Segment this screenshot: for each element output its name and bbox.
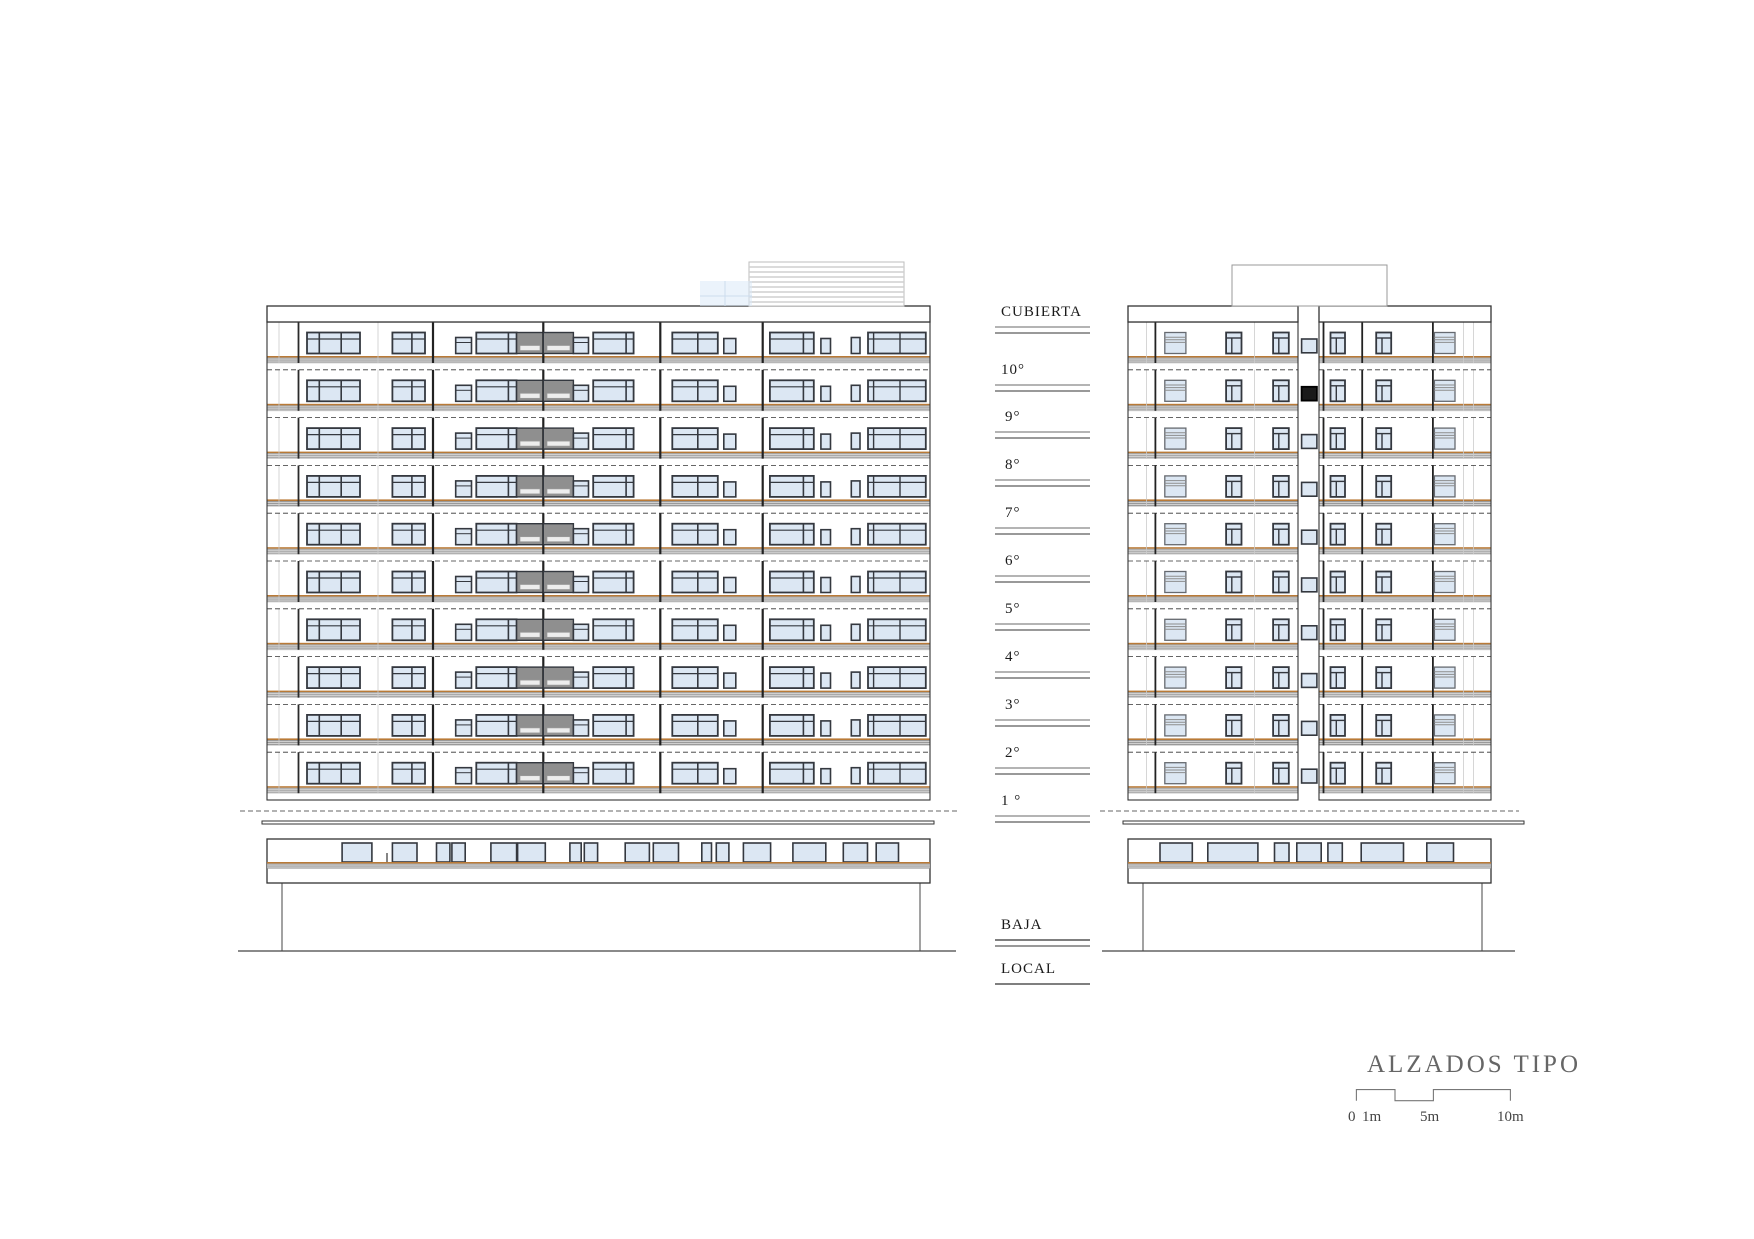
svg-text:LOCAL: LOCAL (1001, 961, 1056, 977)
svg-text:BAJA: BAJA (1001, 917, 1043, 933)
svg-text:0: 0 (1348, 1109, 1356, 1125)
svg-text:4°: 4° (1005, 649, 1021, 665)
svg-text:8°: 8° (1005, 457, 1021, 473)
svg-text:10°: 10° (1001, 362, 1025, 378)
svg-text:7°: 7° (1005, 505, 1021, 521)
svg-text:3°: 3° (1005, 697, 1021, 713)
svg-text:CUBIERTA: CUBIERTA (1001, 304, 1082, 320)
svg-text:9°: 9° (1005, 409, 1021, 425)
svg-text:10m: 10m (1497, 1109, 1524, 1125)
svg-text:5m: 5m (1420, 1109, 1440, 1125)
svg-text:5°: 5° (1005, 601, 1021, 617)
svg-text:ALZADOS TIPO: ALZADOS TIPO (1367, 1051, 1581, 1078)
svg-text:1m: 1m (1362, 1109, 1382, 1125)
svg-text:2°: 2° (1005, 745, 1021, 761)
svg-text:1 °: 1 ° (1001, 793, 1021, 809)
svg-text:6°: 6° (1005, 553, 1021, 569)
